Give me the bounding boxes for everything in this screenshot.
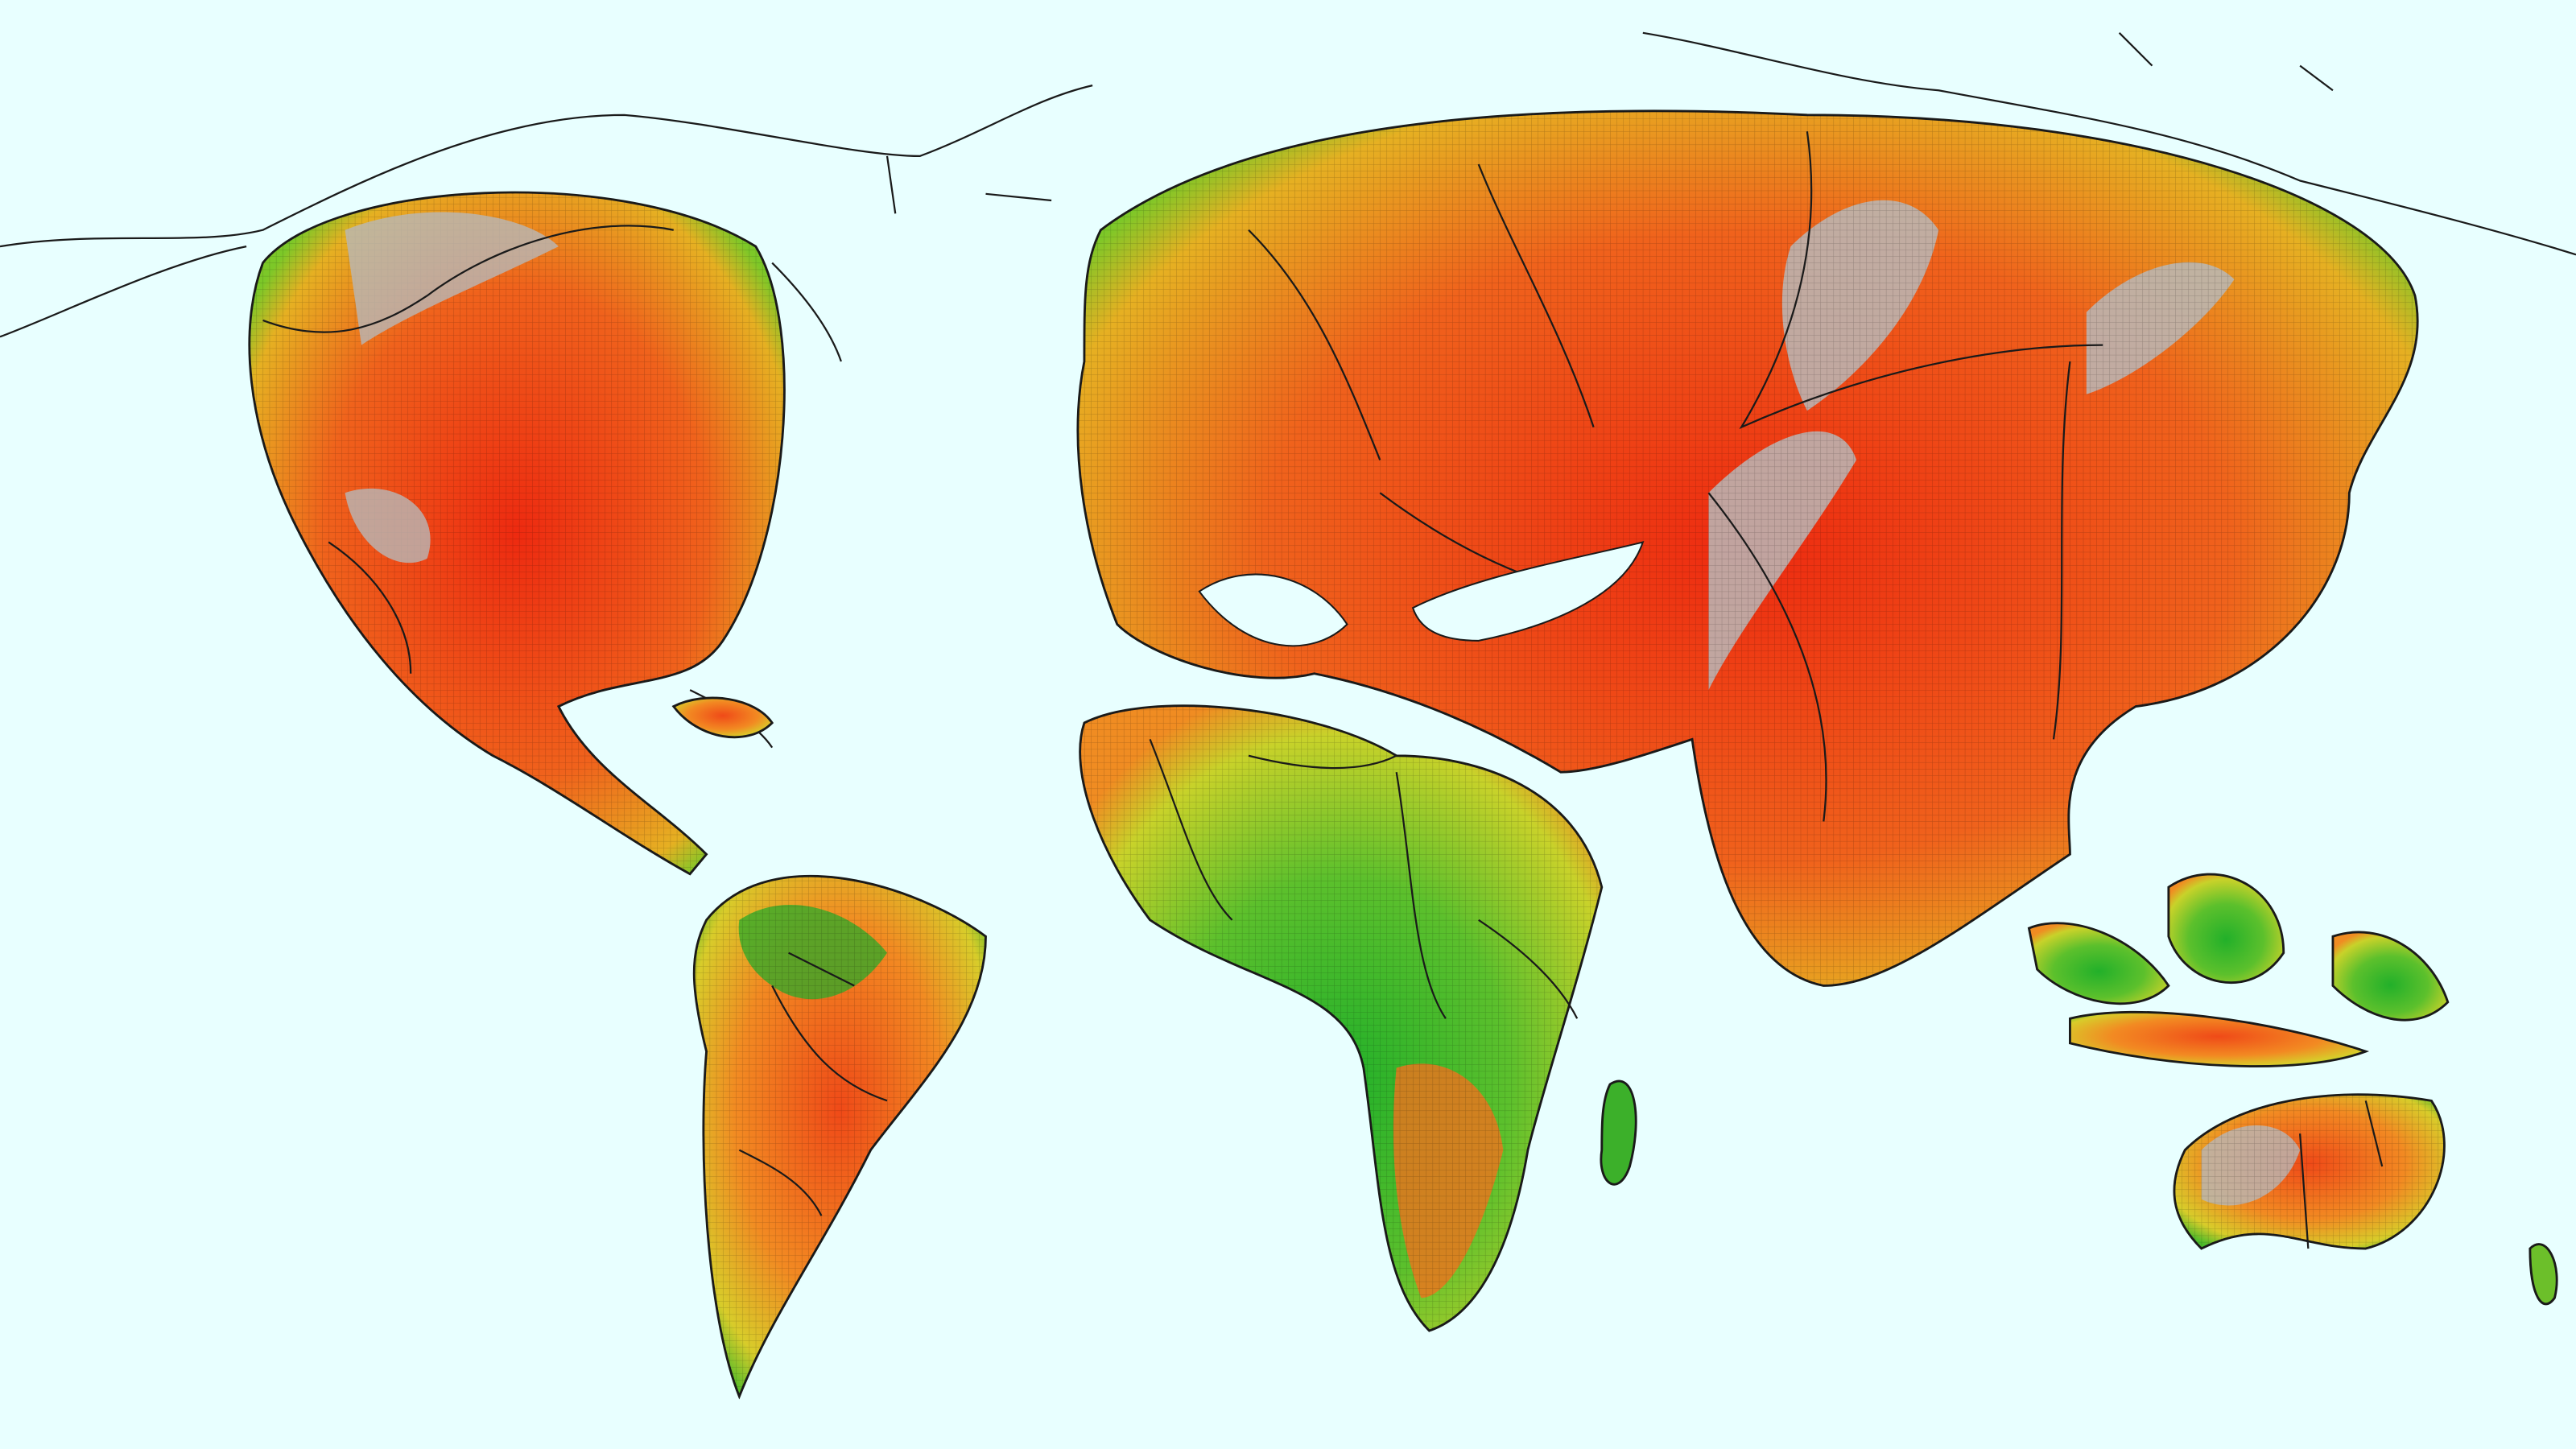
island bbox=[2331, 931, 2450, 1022]
caribbean bbox=[671, 696, 774, 739]
grey-patch bbox=[345, 212, 559, 564]
arctic-island bbox=[886, 32, 2334, 214]
border bbox=[1248, 131, 2103, 822]
island bbox=[2069, 1010, 2370, 1067]
border bbox=[2299, 1100, 2384, 1249]
sea bbox=[1411, 541, 1645, 642]
border bbox=[1149, 738, 1579, 1019]
island bbox=[2027, 922, 2170, 1005]
arctic-coast bbox=[0, 85, 1093, 248]
new-zealand bbox=[2529, 1243, 2558, 1306]
border bbox=[738, 952, 888, 1216]
sea bbox=[1198, 573, 1348, 647]
madagascar bbox=[1600, 1080, 1637, 1186]
island bbox=[2167, 873, 2285, 984]
